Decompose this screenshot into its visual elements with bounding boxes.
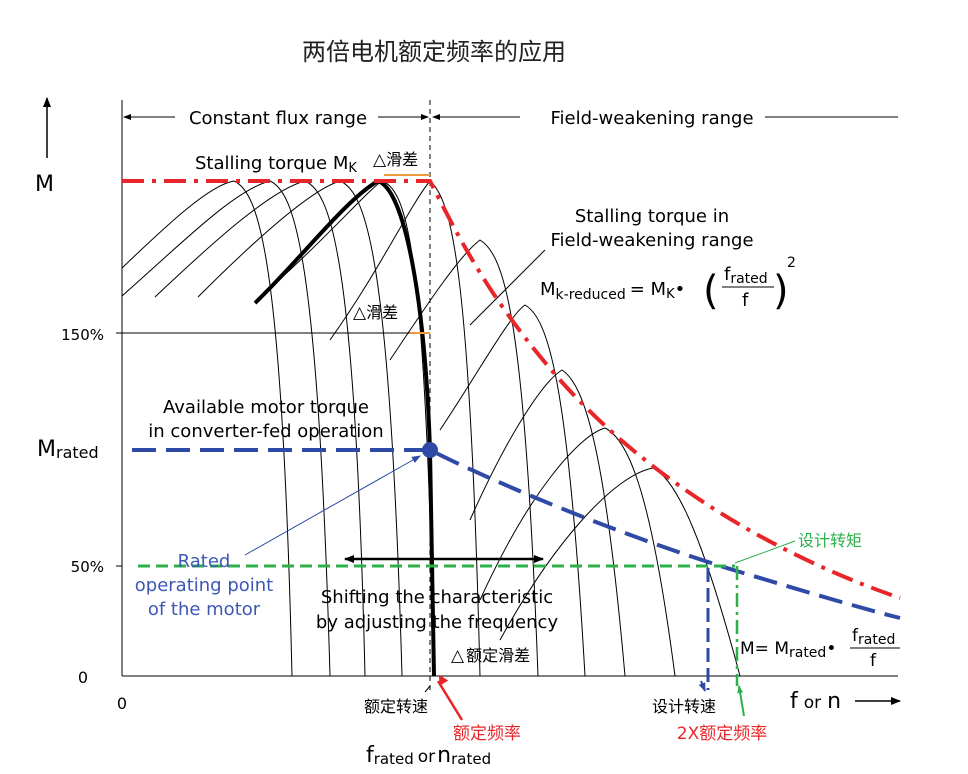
torque-curve-4 [197,180,403,677]
stalling-fw-label-2: Field-weakening range [550,230,753,251]
x-axis-label: f or n [790,689,841,714]
double-rated-freq-label: 2X额定频率 [677,724,767,744]
fw-stall-pointer [469,249,546,326]
rated-freq-label: 额定频率 [453,724,521,744]
design-speed-arrow [698,680,706,692]
stalling-fw-label-1: Stalling torque in [575,206,729,227]
torque-curve-10 [479,427,676,677]
torque-curve-1 [121,180,293,677]
rated-operating-point [422,442,438,458]
axes [43,97,901,705]
shift-label-2: by adjusting the frequency [316,612,559,633]
slip-mid-label: △滑差 [353,303,398,323]
torque-curve-2 [121,180,331,677]
y-tick-zero: 0 [78,668,88,687]
stalling-torque-boundary [122,179,901,600]
torque-curve-5 [259,180,435,677]
available-torque-label-1: Available motor torque [163,397,369,418]
torque-curve-8 [439,304,586,677]
formula1-lhs: Mk-reduced = MK• [540,279,685,303]
design-torque-label: 设计转矩 [798,531,862,550]
x-rated-label: frated ornrated [366,743,491,768]
constant-flux-label: Constant flux range [189,108,367,129]
shift-label-1: Shifting the characteristic [321,587,553,608]
formula2-numerator: frated [852,626,895,648]
formula-field-weakening: M= Mrated• frated f [740,626,900,671]
rated-op-label-3: of the motor [148,599,261,620]
rated-speed-label: 额定转速 [364,697,428,716]
y-tick-m-rated: Mrated [37,437,99,462]
torque-curve-6 [329,180,481,677]
formula2-lhs: M= Mrated• [740,639,836,661]
formula1-exponent: 2 [787,255,796,271]
rated-slip-label: △ 额定滑差 [451,646,530,666]
stalling-torque-label: Stalling torque MK [195,153,357,176]
diagram-title: 两倍电机额定频率的应用 [302,38,566,66]
formula2-denominator: f [870,651,877,671]
torque-curve-3 [154,180,366,677]
formula1-paren-right: ) [773,268,789,314]
rated-op-pointer [244,455,421,556]
rated-op-label-1: Rated [178,551,231,572]
range-indicators: Constant flux range Field-weakening rang… [123,108,898,129]
rated-speed-pointer [424,685,431,693]
y-axis-label: M [35,172,54,197]
y-tick-150: 150% [61,326,104,344]
design-torque-pointer [734,540,796,564]
available-torque-label-2: in converter-fed operation [148,421,383,442]
rated-torque-curve [253,178,436,677]
available-torque-line [132,448,901,620]
formula1-paren-left: ( [703,268,719,314]
field-weakening-label: Field-weakening range [550,108,753,129]
x-tick-zero: 0 [117,694,127,713]
double-freq-arrow [737,685,745,717]
formula1-denominator: f [742,290,749,311]
torque-curve-7 [389,239,539,677]
design-speed-label: 设计转速 [652,697,716,716]
rated-freq-arrow [436,674,464,721]
formula-k-reduced: Mk-reduced = MK• ( frated f ) 2 [540,255,796,314]
slip-top-label: △滑差 [373,150,418,170]
torque-curve-9 [469,369,626,677]
formula1-numerator: frated [724,264,768,287]
rated-op-label-2: operating point [135,575,273,596]
y-tick-50: 50% [71,558,104,576]
